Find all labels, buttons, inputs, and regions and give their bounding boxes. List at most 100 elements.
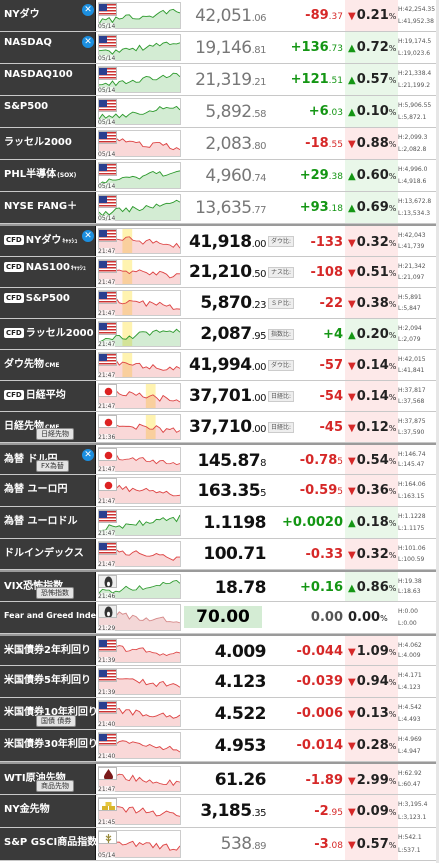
table-row[interactable]: NASDAQ100 05/14 21,319.21 +121.51 ▲0.57% H:21… — [0, 64, 439, 96]
table-row[interactable]: CFD 日経平均 21:47 37,701.00 日経比: -54 ▼0.14% H:37,8… — [0, 381, 439, 412]
price-decimal: .35 — [251, 808, 267, 819]
table-row[interactable]: CFD ラッセル2000 21:47 2,087.95 指数比: +4 ▲0.20% H:2,… — [0, 319, 439, 350]
table-row[interactable]: 米国債券30年利回り 21:40 4.953 -0.014 ▼0.28% H:4.969 L… — [0, 730, 439, 762]
day-low: L:19,023.6 — [398, 50, 431, 57]
high-low: H:101.06 L:100.59 — [398, 539, 439, 569]
price-value: 61.26 — [184, 764, 267, 794]
row-name-cell[interactable]: 米国債券2年利回り — [0, 636, 96, 665]
table-row[interactable]: 米国債券2年利回り 21:39 4.009 -0.044 ▼1.09% H:4.062 L:… — [0, 634, 439, 666]
percent-unit: % — [388, 808, 397, 817]
row-name-cell[interactable]: 米国債券10年利回り 国債 債券 — [0, 698, 98, 729]
scrollbar[interactable] — [436, 0, 439, 863]
high-low: H:42,254.35 L:41,952.38 — [398, 0, 439, 31]
table-row[interactable]: 米国債券10年利回り 国債 債券 21:40 4.522 -0.006 ▼0.13% H:4… — [0, 698, 439, 730]
row-name-cell[interactable]: VIX恐怖指数 恐怖指数 — [0, 572, 96, 601]
row-name-cell[interactable]: NASDAQ ✕ — [0, 32, 96, 63]
table-row[interactable]: CFD NYダウｷｬｯｼｭ ✕ 21:47 41,918.00 ダウ比: -133 ▼0.32… — [0, 224, 439, 257]
table-row[interactable]: 米国債券5年利回り 21:39 4.123 -0.039 ▼0.94% H:4.171 L:… — [0, 666, 439, 698]
change-decimal: .08 — [328, 841, 343, 851]
table-row[interactable]: WTI原油先物 商品先物 21:47 61.26 -1.89 ▼2.99% H:62.92 L… — [0, 762, 439, 795]
row-name-cell[interactable]: ラッセル2000 — [0, 128, 96, 159]
table-row[interactable]: CFD NAS100ｷｬｯｼｭ 21:47 21,210.50 ナス比: -108 ▼0.5… — [0, 257, 439, 288]
percent-main: 0.18 — [356, 515, 389, 530]
row-name-cell[interactable]: 為替 ドル円 ✕ FX為替 — [0, 445, 96, 474]
table-row[interactable]: NASDAQ ✕ 05/14 19,146.81 +136.73 ▲0.72% H:19,1… — [0, 32, 439, 64]
percent-unit: % — [388, 457, 397, 466]
up-arrow-icon: ▲ — [348, 171, 356, 182]
table-row[interactable]: 日経先物CME日経先物21:3637,710.00日経比:-45▼0.12%H:… — [0, 412, 439, 443]
x-icon[interactable]: ✕ — [82, 36, 94, 48]
row-name-cell[interactable]: WTI原油先物 商品先物 — [0, 764, 96, 794]
row-name-cell[interactable]: NY金先物 — [0, 795, 96, 827]
table-row[interactable]: NYダウ ✕ 05/14 42,051.06 -89.37 ▼0.21% H:42,254.… — [0, 0, 439, 32]
row-name-cell[interactable]: CFD S&P500 — [0, 288, 96, 318]
row-name-cell[interactable]: 為替 ユーロ円 — [0, 475, 96, 506]
row-name-cell[interactable]: ドルインデックス — [0, 539, 96, 569]
table-row[interactable]: ラッセル2000 05/14 2,083.80 -18.55 ▼0.88% H:2,099… — [0, 128, 439, 160]
row-name-cell[interactable]: NASDAQ100 — [0, 64, 96, 95]
percent-main: 0.32 — [356, 235, 389, 250]
change-decimal: .38 — [328, 172, 343, 182]
table-row[interactable]: ダウ先物CME 21:47 41,994.00 ダウ比: -57 ▼0.14% H:42,0… — [0, 350, 439, 381]
row-name-cell[interactable]: NYSE FANG＋ — [0, 192, 96, 223]
row-name-cell[interactable]: 日経先物CME日経先物 — [0, 412, 96, 442]
row-name-cell[interactable]: S&P500 — [0, 96, 96, 127]
row-name-cell[interactable]: 米国債券5年利回り — [0, 666, 96, 697]
sparkline-chart — [98, 162, 181, 189]
table-row[interactable]: CFD S&P500 21:47 5,870.23 ＳＰ比: -22 ▼0.38% H:5,8… — [0, 288, 439, 319]
change-main: -0.33 — [305, 547, 343, 562]
sub-link-button[interactable]: 日経先物 — [36, 428, 74, 440]
row-name-cell[interactable]: ダウ先物CME — [0, 350, 96, 380]
table-row[interactable]: PHL半導体(SOX) 05/14 4,960.74 +29.38 ▲0.60% H:4,… — [0, 160, 439, 192]
day-low: L:4,918.6 — [398, 178, 427, 185]
us-flag-icon — [98, 639, 117, 652]
row-name: 為替 ドル円 — [4, 450, 57, 465]
change-value: -57 — [266, 350, 344, 380]
row-name-cell[interactable]: CFD NYダウｷｬｯｼｭ ✕ — [0, 226, 96, 256]
x-icon[interactable]: ✕ — [82, 449, 94, 461]
row-name: VIX恐怖指数 — [4, 577, 63, 592]
x-icon[interactable]: ✕ — [82, 4, 94, 16]
change-main: -0.006 — [296, 706, 343, 721]
table-row[interactable]: Fear and Greed Index 21:29 70.00 0.00 0.00% H… — [0, 602, 439, 634]
table-row[interactable]: 為替 ユーロ円 21:47 163.355 -0.595 ▼0.36% H:164.06 L… — [0, 475, 439, 507]
day-low: L:5,872.1 — [398, 114, 427, 121]
row-name-cell[interactable]: 米国債券30年利回り — [0, 730, 98, 761]
timestamp: 21:47 — [98, 530, 116, 537]
sub-link-button[interactable]: 国債 債券 — [36, 715, 77, 727]
percent-unit: % — [388, 269, 397, 278]
table-row[interactable]: VIX恐怖指数 恐怖指数 21:46 18.78 +0.16 ▲0.86% H:19.38 L… — [0, 570, 439, 602]
table-row[interactable]: NYSE FANG＋ 05/14 13,635.77 +93.18 ▲0.69% H:13… — [0, 192, 439, 224]
row-name-cell[interactable]: PHL半導体(SOX) — [0, 160, 96, 191]
price-value: 70.00 — [184, 606, 262, 628]
sub-link-button[interactable]: 恐怖指数 — [36, 587, 74, 599]
row-name-cell[interactable]: CFD 日経平均 — [0, 381, 96, 411]
change-decimal: 5 — [337, 487, 343, 497]
table-row[interactable]: S&P GSCI商品指数 05/14 538.89 -3.08 ▼0.57% H:542.… — [0, 828, 439, 861]
row-name-cell[interactable]: Fear and Greed Index — [0, 602, 101, 633]
table-row[interactable]: 為替 ドル円 ✕ FX為替 21:47 145.878 -0.785 ▼0.54% H:146… — [0, 443, 439, 475]
row-name-cell[interactable]: CFD ラッセル2000 — [0, 319, 96, 349]
price-main: 5,870 — [200, 293, 252, 313]
timestamp: 21:46 — [98, 593, 116, 600]
row-name-cell[interactable]: NYダウ ✕ — [0, 0, 96, 31]
sub-link-button[interactable]: FX為替 — [36, 460, 69, 472]
price-decimal: .00 — [251, 393, 267, 404]
high-low: H:2,094 L:2,079 — [398, 319, 439, 349]
price-decimal: .80 — [251, 141, 267, 152]
table-row[interactable]: NY金先物 21:45 3,185.35 -2.95 ▼0.09% H:3,195.4 L:… — [0, 795, 439, 828]
row-name-cell[interactable]: 為替 ユーロドル — [0, 507, 96, 538]
row-name-cell[interactable]: CFD NAS100ｷｬｯｼｭ — [0, 257, 96, 287]
row-name-cell[interactable]: S&P GSCI商品指数 — [0, 828, 97, 860]
percent-unit: % — [388, 487, 397, 496]
x-icon[interactable]: ✕ — [82, 230, 94, 242]
table-row[interactable]: ドルインデックス 21:47 100.71 -0.33 ▼0.32% H:101.06 L:… — [0, 539, 439, 570]
table-row[interactable]: 為替 ユーロドル 21:47 1.1198 +0.0020 ▲0.18% H:1.1228… — [0, 507, 439, 539]
down-arrow-icon: ▼ — [348, 238, 356, 249]
us-flag-icon — [98, 669, 117, 682]
us-flag-icon — [98, 510, 117, 523]
percent-unit: % — [388, 204, 397, 213]
timestamp: 21:45 — [98, 819, 116, 826]
sub-link-button[interactable]: 商品先物 — [36, 780, 74, 792]
table-row[interactable]: S&P500 05/14 5,892.58 +6.03 ▲0.10% H:5,906.55… — [0, 96, 439, 128]
